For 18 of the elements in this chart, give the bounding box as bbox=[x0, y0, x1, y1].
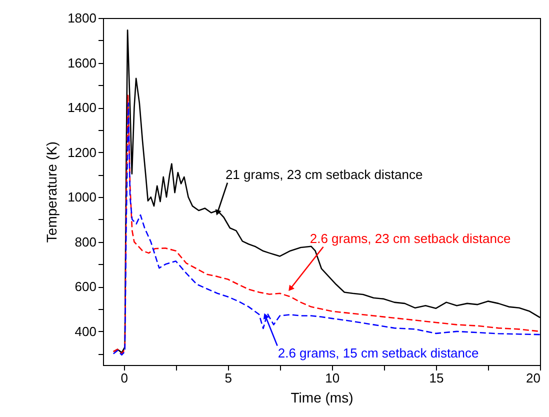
y-tick-label: 600 bbox=[74, 279, 96, 294]
y-tick-label: 1200 bbox=[68, 144, 96, 160]
y-tick-label: 1800 bbox=[68, 10, 96, 26]
x-tick-label: 10 bbox=[325, 370, 340, 386]
y-tick-label: 800 bbox=[74, 234, 96, 250]
annotation: 2.6 grams, 23 cm setback distance bbox=[310, 230, 511, 246]
x-tick-label: 0 bbox=[120, 370, 128, 386]
y-tick-label: 400 bbox=[74, 324, 96, 339]
x-tick-label: 15 bbox=[429, 370, 444, 386]
x-tick-label: 20 bbox=[526, 370, 540, 386]
annotation: 21 grams, 23 cm setback distance bbox=[225, 166, 423, 182]
annotation: 2.6 grams, 15 cm setback distance bbox=[278, 346, 479, 361]
x-tick-label: 5 bbox=[224, 370, 232, 386]
y-tick-label: 1400 bbox=[68, 100, 96, 116]
x-axis-title: Time (ms) bbox=[290, 390, 354, 406]
y-axis-title: Temperature (K) bbox=[44, 141, 60, 243]
y-tick-label: 1000 bbox=[68, 190, 96, 205]
y-tick-label: 1600 bbox=[68, 55, 96, 70]
